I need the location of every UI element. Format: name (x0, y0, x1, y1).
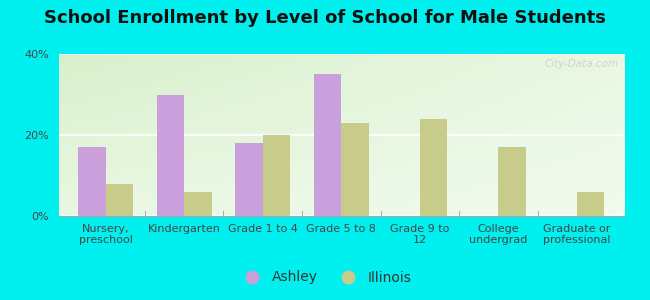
Bar (341, 123, 369, 216)
Bar (184, 192, 212, 216)
Bar (420, 119, 447, 216)
Legend: Ashley, Illinois: Ashley, Illinois (233, 265, 417, 290)
Bar (577, 192, 605, 216)
Bar (78, 147, 105, 216)
Text: School Enrollment by Level of School for Male Students: School Enrollment by Level of School for… (44, 9, 606, 27)
Bar (314, 74, 341, 216)
Bar (157, 94, 184, 216)
Bar (235, 143, 263, 216)
Bar (105, 184, 133, 216)
Bar (263, 135, 290, 216)
Text: City-Data.com: City-Data.com (544, 59, 618, 69)
Bar (499, 147, 526, 216)
